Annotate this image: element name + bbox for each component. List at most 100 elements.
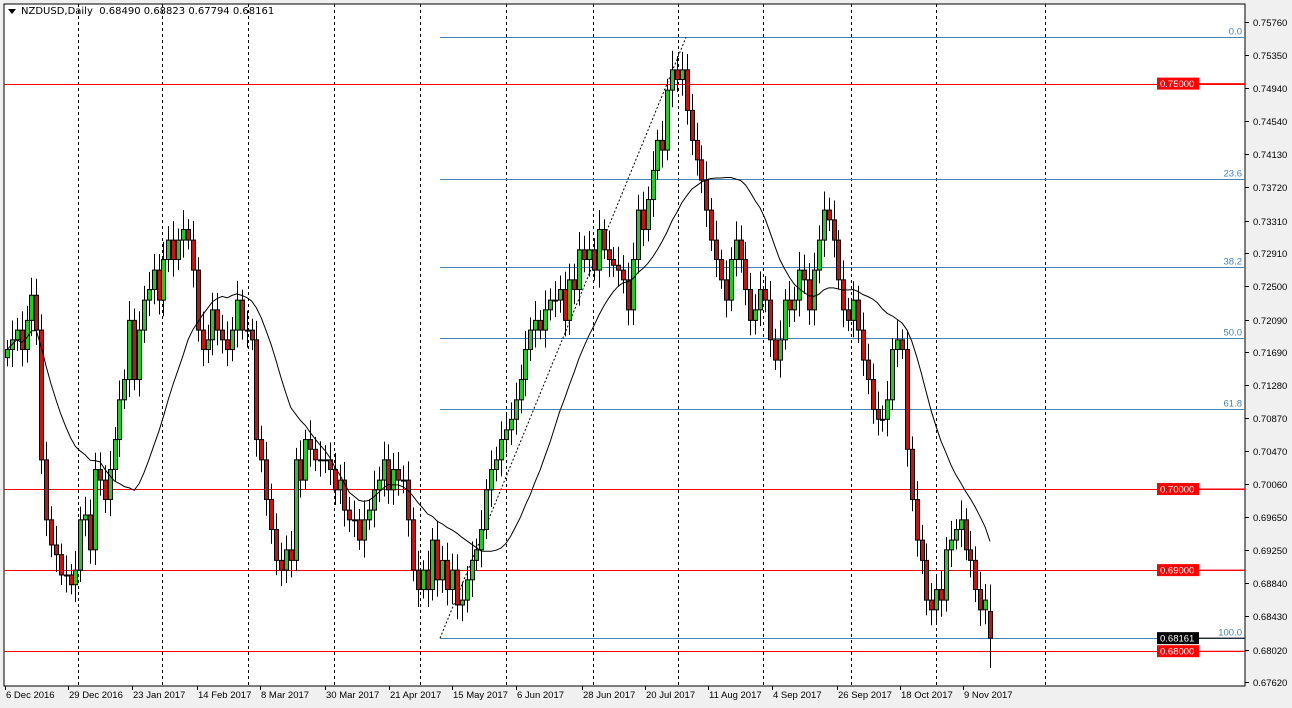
- candle-body: [367, 509, 372, 521]
- candle-body: [240, 299, 245, 331]
- y-tick-label: 0.72910: [1253, 249, 1287, 260]
- candle-body: [685, 69, 690, 111]
- candle-body: [616, 264, 621, 271]
- candle-body: [631, 259, 636, 311]
- candle-body: [680, 69, 685, 81]
- level-price-label-bg: [1157, 564, 1199, 577]
- candle-body: [372, 489, 377, 511]
- candle-body: [675, 69, 680, 81]
- candle-body: [587, 249, 592, 261]
- candle-body: [489, 469, 494, 491]
- candle-body: [426, 569, 431, 591]
- y-tick-label: 0.69250: [1253, 546, 1287, 557]
- y-tick-label: 0.74540: [1253, 117, 1287, 128]
- candle-body: [592, 249, 597, 271]
- candle-body: [758, 289, 763, 311]
- candle-body: [665, 89, 670, 151]
- dropdown-triangle-icon[interactable]: [8, 8, 16, 14]
- candle-body: [352, 519, 357, 522]
- y-tick-label: 0.68430: [1253, 612, 1287, 623]
- candle-body: [920, 539, 925, 561]
- y-tick-label: 0.71280: [1253, 381, 1287, 392]
- candle-body: [553, 299, 558, 302]
- x-tick-label: 15 May 2017: [453, 690, 508, 701]
- candle-body: [396, 469, 401, 481]
- candle-body: [210, 309, 215, 341]
- candle-body: [98, 469, 103, 481]
- x-tick-label: 30 Mar 2017: [326, 690, 379, 701]
- level-price-label-bg: [1157, 483, 1199, 496]
- candle-body: [915, 499, 920, 541]
- candle-body: [768, 299, 773, 341]
- x-tick-label: 11 Aug 2017: [709, 690, 762, 701]
- candle-body: [279, 559, 284, 571]
- candle-body: [465, 579, 470, 601]
- candle-body: [533, 319, 538, 331]
- candle-body: [611, 259, 616, 266]
- x-tick-label: 21 Apr 2017: [390, 690, 441, 701]
- candle-body: [983, 599, 988, 611]
- candle-body: [514, 399, 519, 420]
- candle-body: [856, 299, 861, 331]
- candle-body: [113, 439, 118, 471]
- x-tick-label: 9 Nov 2017: [964, 690, 1013, 701]
- y-tick-label: 0.73310: [1253, 217, 1287, 228]
- y-tick-label: 0.69650: [1253, 513, 1287, 524]
- candle-body: [607, 249, 612, 261]
- y-tick-label: 0.68840: [1253, 579, 1287, 590]
- candle-body: [176, 239, 181, 261]
- candle-body: [597, 229, 602, 271]
- candle-body: [910, 448, 915, 501]
- candle-body: [880, 418, 885, 421]
- candle-body: [347, 509, 352, 521]
- candle-body: [127, 319, 132, 381]
- candle-body: [494, 459, 499, 471]
- candle-body: [538, 319, 543, 331]
- candle-body: [499, 439, 504, 461]
- candle-body: [973, 559, 978, 591]
- candle-body: [719, 259, 724, 281]
- candle-body: [445, 559, 450, 591]
- fib-level-label: 23.6: [1224, 169, 1243, 180]
- candle-body: [548, 299, 553, 311]
- candle-body: [978, 589, 983, 611]
- level-price-label: 0.70000: [1160, 485, 1194, 496]
- candle-body: [235, 299, 240, 331]
- candle-body: [411, 519, 416, 571]
- candle-body: [254, 339, 259, 441]
- candle-body: [660, 139, 665, 151]
- x-tick-label: 4 Sep 2017: [773, 690, 822, 701]
- candle-body: [792, 299, 797, 311]
- candle-body: [895, 339, 900, 351]
- candle-body: [196, 269, 201, 331]
- candle-body: [294, 459, 299, 561]
- candle-body: [964, 519, 969, 551]
- level-price-label-bg: [1157, 77, 1199, 90]
- candle-body: [655, 139, 660, 171]
- candle-body: [161, 259, 166, 301]
- candle-body: [988, 610, 993, 639]
- candle-body: [885, 399, 890, 420]
- candle-body: [64, 574, 69, 577]
- candle-body: [455, 569, 460, 606]
- candle-body: [386, 459, 391, 491]
- ohlc-readout: 0.68490 0.68823 0.67794 0.68161: [99, 6, 275, 17]
- candle-body: [250, 329, 255, 341]
- candle-body: [39, 329, 44, 461]
- candle-body: [122, 379, 127, 401]
- candle-body: [54, 544, 59, 556]
- candle-body: [890, 349, 895, 401]
- fib-level-label: 38.2: [1224, 257, 1243, 268]
- candle-body: [871, 379, 876, 411]
- candle-body: [157, 269, 162, 301]
- candle-body: [460, 599, 465, 606]
- candles: [5, 50, 993, 668]
- x-tick-label: 26 Sep 2017: [838, 690, 892, 701]
- x-tick-label: 20 Jul 2017: [646, 690, 695, 701]
- candle-body: [269, 499, 274, 531]
- current-price-label: 0.68161: [1160, 634, 1194, 645]
- candle-body: [406, 479, 411, 521]
- candle-body: [215, 309, 220, 331]
- candle-body: [699, 159, 704, 181]
